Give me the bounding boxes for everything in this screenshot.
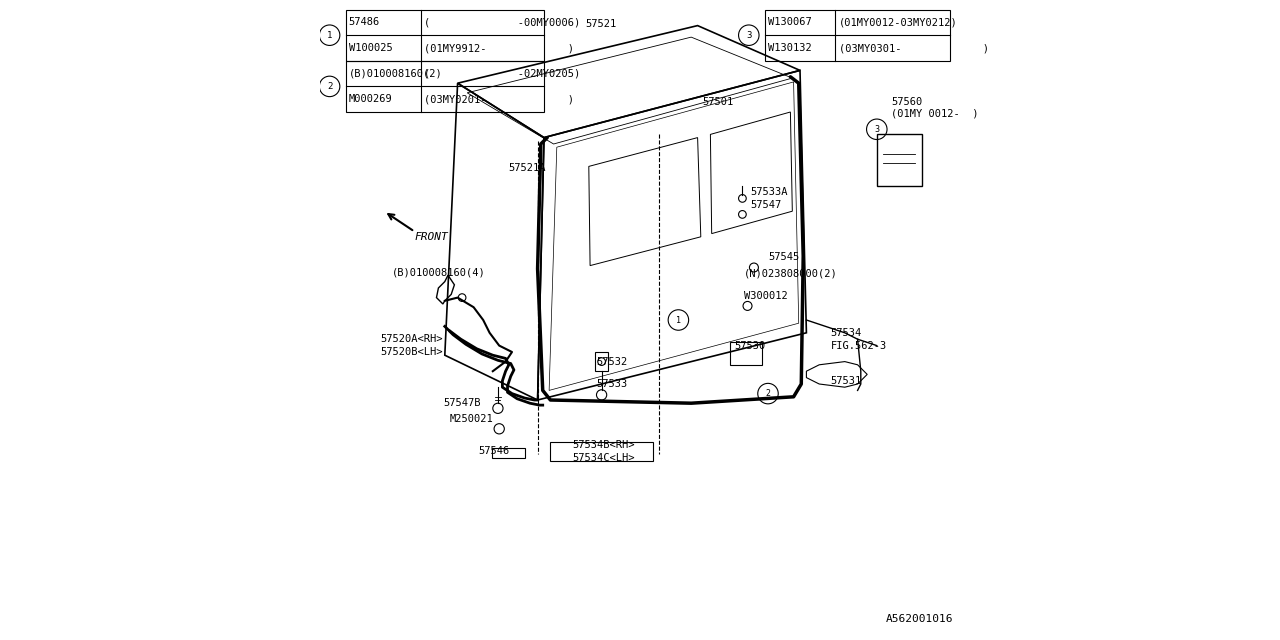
Text: M000269: M000269 (348, 94, 393, 104)
Text: W130132: W130132 (768, 43, 812, 53)
Text: FRONT: FRONT (415, 232, 448, 242)
Text: (              -02MY0205): ( -02MY0205) (424, 68, 580, 79)
Text: (B)010008160(4): (B)010008160(4) (392, 267, 485, 277)
Text: 57521: 57521 (585, 19, 617, 29)
Text: 57545: 57545 (768, 252, 799, 262)
Text: (B)010008160(2): (B)010008160(2) (348, 68, 443, 79)
Text: M250021: M250021 (449, 414, 493, 424)
Text: 57501: 57501 (703, 97, 733, 108)
Text: (01MY9912-             ): (01MY9912- ) (424, 43, 575, 53)
Text: 57534: 57534 (831, 328, 861, 338)
Text: 57521A: 57521A (508, 163, 547, 173)
Text: 2: 2 (326, 82, 333, 91)
Text: A562001016: A562001016 (886, 614, 954, 624)
Bar (346, 61, 544, 112)
Text: 57547: 57547 (750, 200, 781, 210)
Circle shape (494, 424, 504, 434)
Text: (01MY0012-03MY0212): (01MY0012-03MY0212) (838, 17, 957, 28)
Bar (346, 10, 544, 61)
Circle shape (598, 358, 605, 365)
Text: (03MY0201-             ): (03MY0201- ) (424, 94, 575, 104)
Circle shape (750, 263, 759, 272)
Circle shape (596, 390, 607, 400)
Text: (              -00MY0006): ( -00MY0006) (424, 17, 580, 28)
Text: 57486: 57486 (348, 17, 380, 28)
Circle shape (739, 211, 746, 218)
Text: 57546: 57546 (479, 446, 509, 456)
Text: W100025: W100025 (348, 43, 393, 53)
Text: (N)023808000(2): (N)023808000(2) (744, 269, 837, 279)
Text: 57530: 57530 (735, 340, 765, 351)
Text: 57547B: 57547B (443, 398, 480, 408)
Text: 3: 3 (874, 125, 879, 134)
Text: 1: 1 (326, 31, 333, 40)
Text: 57532: 57532 (596, 356, 627, 367)
Circle shape (739, 195, 746, 202)
Text: W300012: W300012 (744, 291, 787, 301)
Text: 57534C<LH>: 57534C<LH> (573, 452, 635, 463)
Text: 57533A: 57533A (750, 187, 787, 197)
Text: 3: 3 (746, 31, 751, 40)
Text: 57560: 57560 (891, 97, 922, 108)
Text: 57534B<RH>: 57534B<RH> (573, 440, 635, 450)
Text: 57531: 57531 (831, 376, 861, 386)
Text: 57520B<LH>: 57520B<LH> (380, 347, 443, 357)
Text: (01MY 0012-  ): (01MY 0012- ) (891, 109, 978, 119)
Text: 1: 1 (676, 316, 681, 324)
Text: 57520A<RH>: 57520A<RH> (380, 334, 443, 344)
Circle shape (493, 403, 503, 413)
Text: (03MY0301-             ): (03MY0301- ) (838, 43, 988, 53)
Text: 2: 2 (765, 389, 771, 398)
Circle shape (742, 301, 753, 310)
Text: W130067: W130067 (768, 17, 812, 28)
Bar (765, 10, 950, 61)
Text: FIG.562-3: FIG.562-3 (831, 340, 887, 351)
Text: 57533: 57533 (596, 379, 627, 389)
Circle shape (458, 294, 466, 301)
